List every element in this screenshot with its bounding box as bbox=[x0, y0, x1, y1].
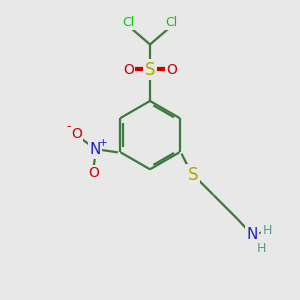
Text: +: + bbox=[99, 138, 107, 148]
Text: S: S bbox=[188, 166, 198, 184]
Text: O: O bbox=[123, 63, 134, 77]
Text: Cl: Cl bbox=[122, 16, 135, 29]
Text: -: - bbox=[66, 120, 70, 133]
Text: O: O bbox=[88, 166, 99, 180]
Text: N: N bbox=[89, 142, 101, 158]
Text: H: H bbox=[262, 224, 272, 238]
Text: Cl: Cl bbox=[165, 16, 178, 29]
Text: N: N bbox=[246, 227, 258, 242]
Text: S: S bbox=[145, 61, 155, 79]
Text: O: O bbox=[166, 63, 177, 77]
Text: H: H bbox=[257, 242, 266, 255]
Text: O: O bbox=[71, 128, 82, 141]
